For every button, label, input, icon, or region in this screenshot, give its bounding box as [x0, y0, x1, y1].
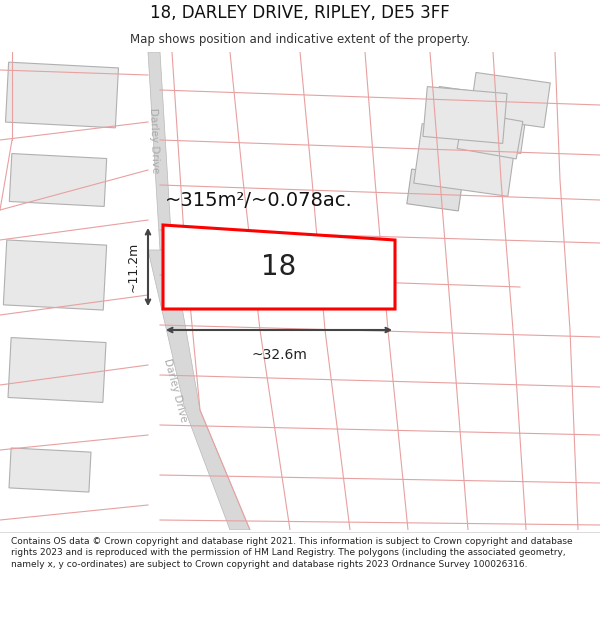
Polygon shape	[457, 111, 523, 159]
Polygon shape	[423, 87, 507, 143]
Text: 18: 18	[262, 253, 296, 281]
Text: ~315m²/~0.078ac.: ~315m²/~0.078ac.	[165, 191, 353, 210]
Polygon shape	[9, 448, 91, 492]
Polygon shape	[470, 72, 550, 127]
Polygon shape	[10, 154, 107, 206]
Text: Contains OS data © Crown copyright and database right 2021. This information is : Contains OS data © Crown copyright and d…	[11, 537, 572, 569]
Polygon shape	[414, 124, 516, 196]
Text: Darley Drive: Darley Drive	[162, 357, 188, 423]
Polygon shape	[431, 86, 529, 154]
Polygon shape	[148, 52, 172, 250]
Polygon shape	[8, 338, 106, 402]
Text: ~32.6m: ~32.6m	[251, 348, 307, 362]
Text: Darley Drive: Darley Drive	[148, 107, 160, 173]
Polygon shape	[148, 250, 250, 530]
Text: Map shows position and indicative extent of the property.: Map shows position and indicative extent…	[130, 32, 470, 46]
Polygon shape	[5, 62, 118, 128]
Polygon shape	[4, 240, 107, 310]
Text: 18, DARLEY DRIVE, RIPLEY, DE5 3FF: 18, DARLEY DRIVE, RIPLEY, DE5 3FF	[150, 4, 450, 22]
Polygon shape	[407, 169, 463, 211]
Text: ~11.2m: ~11.2m	[127, 242, 140, 292]
Polygon shape	[163, 225, 395, 309]
